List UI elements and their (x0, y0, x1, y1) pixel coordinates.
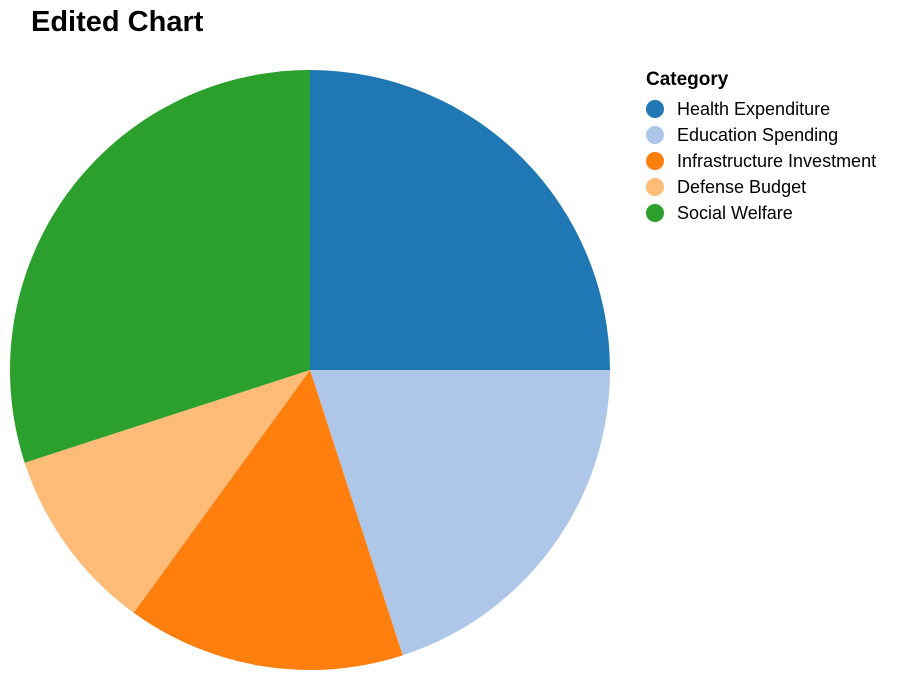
pie-slice-health-expenditure[interactable] (310, 70, 610, 370)
legend-item: Defense Budget (646, 174, 876, 200)
legend-label: Health Expenditure (677, 98, 831, 119)
pie-slice-education-spending[interactable] (310, 370, 610, 656)
legend-swatch (646, 126, 664, 144)
legend-swatch (646, 152, 664, 170)
legend-swatch (646, 204, 664, 222)
legend-item: Infrastructure Investment (646, 148, 876, 174)
legend-swatch (646, 100, 664, 118)
legend-label: Social Welfare (677, 202, 793, 223)
pie-slice-defense-budget[interactable] (24, 370, 310, 613)
legend-label: Defense Budget (677, 176, 807, 197)
legend-item: Health Expenditure (646, 96, 876, 122)
legend-swatch (646, 178, 664, 196)
legend-item: Education Spending (646, 122, 876, 148)
legend-items: Health Expenditure Education Spending Infr… (646, 96, 876, 226)
chart-title: Edited Chart (31, 6, 204, 38)
legend-item: Social Welfare (646, 200, 876, 226)
legend-label: Infrastructure Investment (677, 150, 877, 171)
pie-slice-infrastructure-investment[interactable] (133, 370, 403, 671)
pie-slice-social-welfare[interactable] (9, 70, 311, 463)
legend: Category Health Expenditure Education Spe… (646, 69, 876, 226)
legend-title: Category (646, 69, 729, 90)
legend-label: Education Spending (677, 124, 839, 145)
